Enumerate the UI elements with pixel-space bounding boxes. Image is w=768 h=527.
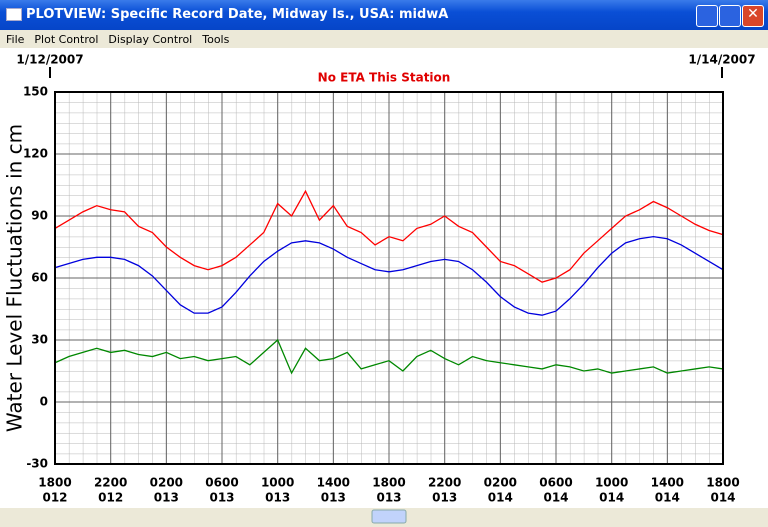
x-tick-label: 2200 (94, 476, 127, 490)
chart: 1/12/2007 1/14/2007 No ETA This Station … (0, 48, 768, 527)
x-tick-day: 012 (42, 491, 67, 505)
x-tick-day: 014 (655, 491, 680, 505)
minimize-button[interactable] (696, 5, 718, 27)
end-date: 1/14/2007 (688, 53, 755, 67)
chart-title: No ETA This Station (318, 71, 451, 85)
close-button[interactable]: ✕ (742, 5, 764, 27)
start-date: 1/12/2007 (16, 53, 83, 67)
x-tick-day: 014 (543, 491, 568, 505)
x-tick-label: 0600 (205, 476, 238, 490)
x-tick-label: 0200 (484, 476, 517, 490)
x-tick-day: 013 (432, 491, 457, 505)
x-tick-day: 013 (376, 491, 401, 505)
menu-item[interactable]: File (6, 33, 25, 46)
scroll-thumb[interactable] (371, 509, 407, 524)
y-tick-label: 0 (40, 395, 48, 409)
x-tick-label: 1400 (651, 476, 684, 490)
x-tick-label: 0200 (150, 476, 183, 490)
data-line (54, 189, 724, 283)
maximize-button[interactable] (719, 5, 741, 27)
data-line (54, 236, 724, 316)
x-tick-label: 0600 (539, 476, 572, 490)
menu-item[interactable]: Display Control (108, 33, 193, 46)
menu-item[interactable]: Tools (202, 33, 230, 46)
menu-bar: File Plot Control Display Control Tools (0, 30, 768, 48)
menu-item[interactable]: Plot Control (34, 33, 99, 46)
y-tick-label: 60 (31, 271, 48, 285)
x-tick-label: 1800 (372, 476, 405, 490)
x-tick-day: 012 (98, 491, 123, 505)
x-tick-label: 1800 (706, 476, 739, 490)
title-bar: PLOTVIEW: Specific Record Date, Midway I… (0, 0, 768, 30)
x-tick-label: 1800 (38, 476, 71, 490)
x-tick-label: 1000 (595, 476, 628, 490)
x-tick-label: 2200 (428, 476, 461, 490)
x-tick-day: 014 (599, 491, 624, 505)
x-tick-day: 014 (710, 491, 735, 505)
x-tick-label: 1400 (317, 476, 350, 490)
x-tick-day: 013 (154, 491, 179, 505)
y-tick-label: 90 (31, 209, 48, 223)
app-icon (6, 8, 22, 21)
y-tick-label: 30 (31, 333, 48, 347)
y-tick-label: -30 (26, 457, 48, 471)
window-title: PLOTVIEW: Specific Record Date, Midway I… (26, 7, 449, 22)
data-line (54, 338, 724, 375)
plot-frame (54, 91, 724, 465)
y-tick-label: 120 (23, 147, 48, 161)
x-tick-day: 014 (488, 491, 513, 505)
x-tick-day: 013 (209, 491, 234, 505)
y-axis-label: Water Level Fluctuations in cm (3, 124, 27, 432)
x-tick-day: 013 (265, 491, 290, 505)
y-tick-label: 150 (23, 85, 48, 99)
x-tick-day: 013 (321, 491, 346, 505)
x-tick-label: 1000 (261, 476, 294, 490)
